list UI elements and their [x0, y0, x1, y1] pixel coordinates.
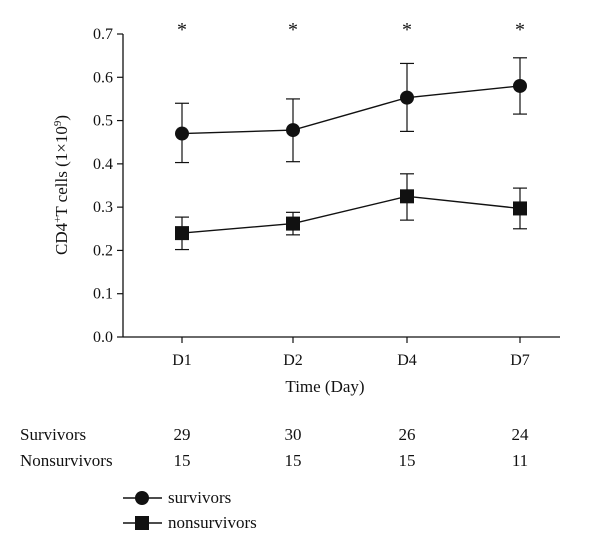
y-axis-title-superscript: +	[52, 217, 64, 223]
y-axis-title-exponent: 9	[52, 120, 64, 126]
legend-marker	[135, 516, 149, 530]
legend: survivors nonsurvivors	[123, 488, 257, 532]
count-row-label: Survivors	[20, 425, 86, 444]
legend-item-survivors: survivors	[123, 488, 231, 507]
series-layer	[175, 57, 527, 251]
data-point-survivors	[286, 123, 300, 138]
y-tick-label: 0.7	[93, 26, 113, 43]
data-point-nonsurvivors	[400, 189, 414, 204]
count-value: 24	[512, 425, 530, 444]
y-tick-label: 0.1	[93, 286, 113, 303]
y-tick-label: 0.3	[93, 199, 113, 216]
y-axis-title-middle: T cells (1×10	[52, 126, 71, 216]
y-axis-title-end: )	[52, 115, 71, 121]
legend-label: nonsurvivors	[168, 513, 257, 532]
y-tick-label: 0.6	[93, 69, 113, 86]
data-point-nonsurvivors	[286, 216, 300, 231]
y-tick-label: 0.0	[93, 329, 113, 346]
y-axis-ticks: 0.0 0.1 0.2 0.3 0.4 0.5 0.6 0.7	[93, 26, 123, 346]
count-value: 11	[512, 451, 528, 470]
x-tick-label: D2	[283, 352, 303, 369]
axes	[122, 34, 560, 338]
y-tick-label: 0.2	[93, 242, 113, 259]
legend-label: survivors	[168, 488, 231, 507]
y-axis-title: CD4+T cells (1×109)	[52, 115, 71, 255]
y-tick-label: 0.4	[93, 156, 113, 173]
x-tick-label: D4	[397, 352, 417, 369]
count-value: 15	[399, 451, 416, 470]
x-axis-title: Time (Day)	[285, 377, 364, 396]
count-row-label: Nonsurvivors	[20, 451, 113, 470]
count-value: 26	[399, 425, 416, 444]
x-tick-label: D7	[510, 352, 530, 369]
legend-item-nonsurvivors: nonsurvivors	[123, 513, 257, 532]
series-survivors	[175, 57, 527, 164]
legend-marker	[135, 491, 149, 505]
significance-star: *	[515, 19, 525, 41]
data-point-nonsurvivors	[175, 226, 189, 241]
data-point-survivors	[513, 78, 527, 93]
count-value: 15	[285, 451, 302, 470]
significance-star: *	[402, 19, 412, 41]
count-value: 29	[174, 425, 191, 444]
sample-size-table: Survivors 29 30 26 24 Nonsurvivors 15 15 15 11	[20, 425, 529, 470]
x-tick-label: D1	[172, 352, 192, 369]
data-point-survivors	[175, 126, 189, 141]
significance-star: *	[288, 19, 298, 41]
significance-star: *	[177, 19, 187, 41]
count-value: 15	[174, 451, 191, 470]
y-axis-title-base: CD4	[52, 222, 71, 255]
x-axis-ticks: D1 D2 D4 D7	[172, 337, 530, 369]
y-tick-label: 0.5	[93, 113, 113, 130]
series-line-survivors	[181, 85, 521, 135]
significance-markers: * * * *	[177, 19, 525, 41]
data-point-survivors	[400, 90, 414, 105]
count-value: 30	[285, 425, 302, 444]
series-nonsurvivors	[175, 173, 527, 251]
data-point-nonsurvivors	[513, 201, 527, 216]
series-line-nonsurvivors	[181, 195, 521, 234]
